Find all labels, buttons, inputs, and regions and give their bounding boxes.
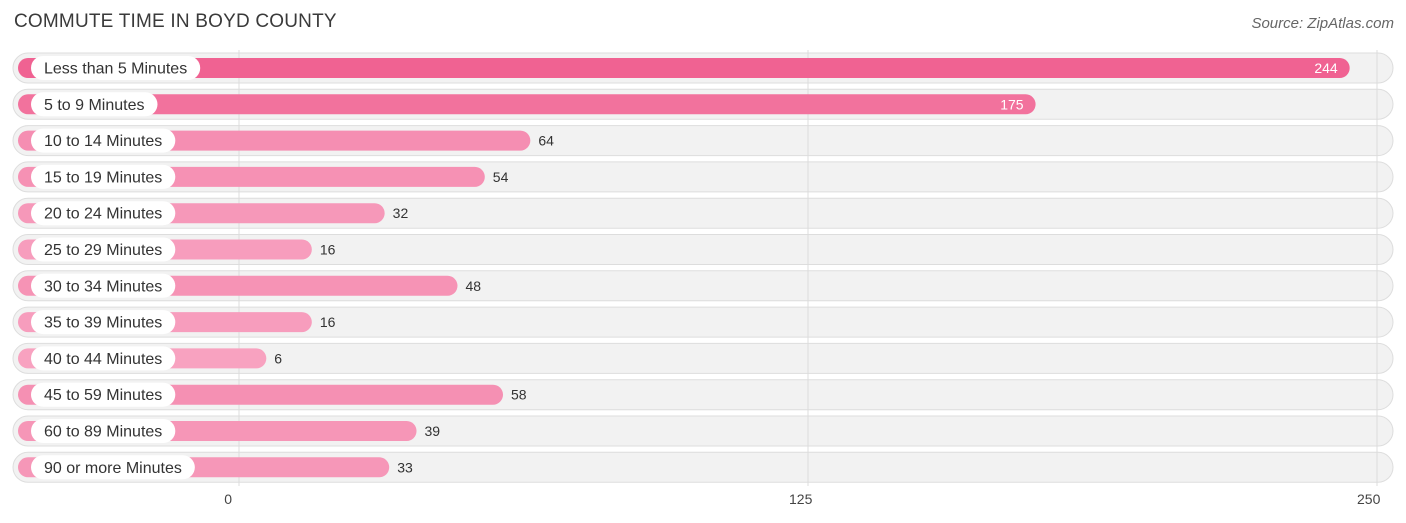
category-pill (31, 455, 195, 480)
value-label: 32 (393, 205, 409, 221)
value-label: 58 (511, 387, 527, 403)
category-label: 40 to 44 Minutes (44, 351, 162, 368)
category-pill (31, 56, 201, 80)
value-label: 175 (1000, 96, 1024, 112)
value-label: 16 (320, 242, 336, 258)
gridlines (238, 50, 1378, 486)
value-label: 33 (397, 459, 413, 475)
category-pill (31, 201, 176, 226)
category-label: 90 or more Minutes (44, 460, 182, 477)
x-tick-label: 250 (1357, 491, 1381, 507)
source-label: Source: ZipAtlas.com (1251, 15, 1394, 32)
category-pill (31, 273, 176, 298)
category-label: 25 to 29 Minutes (44, 242, 162, 259)
row-backgrounds (12, 52, 1394, 483)
chart-title: COMMUTE TIME IN BOYD COUNTY (14, 11, 337, 32)
category-pill (31, 310, 176, 335)
category-label: 30 to 34 Minutes (44, 278, 162, 295)
category-label: 20 to 24 Minutes (44, 206, 162, 223)
value-label: 16 (320, 314, 336, 330)
x-tick-label: 0 (224, 491, 232, 507)
value-label: 64 (538, 133, 554, 149)
category-label: 5 to 9 Minutes (44, 97, 145, 114)
value-label: 6 (274, 350, 282, 366)
category-pill (31, 237, 176, 262)
value-label: 39 (425, 423, 441, 439)
bar (18, 94, 1036, 115)
value-label: 54 (493, 169, 509, 185)
category-pill (31, 382, 176, 407)
category-label: 15 to 19 Minutes (44, 169, 162, 186)
category-pill (31, 419, 176, 443)
category-pill (31, 346, 176, 371)
category-label: 35 to 39 Minutes (44, 315, 162, 332)
value-label: 48 (465, 278, 481, 294)
category-pill (31, 128, 176, 153)
row-background (12, 342, 1394, 374)
category-label: 60 to 89 Minutes (44, 424, 162, 441)
value-label: 244 (1314, 60, 1338, 76)
category-pill (31, 164, 176, 189)
category-label: Less than 5 Minutes (44, 61, 187, 78)
bar (18, 58, 1350, 78)
row-background (12, 306, 1394, 338)
row-background (12, 234, 1394, 265)
category-pill (31, 92, 158, 117)
category-label: 45 to 59 Minutes (44, 387, 162, 404)
x-tick-label: 125 (789, 491, 813, 507)
category-label: 10 to 14 Minutes (44, 133, 162, 150)
